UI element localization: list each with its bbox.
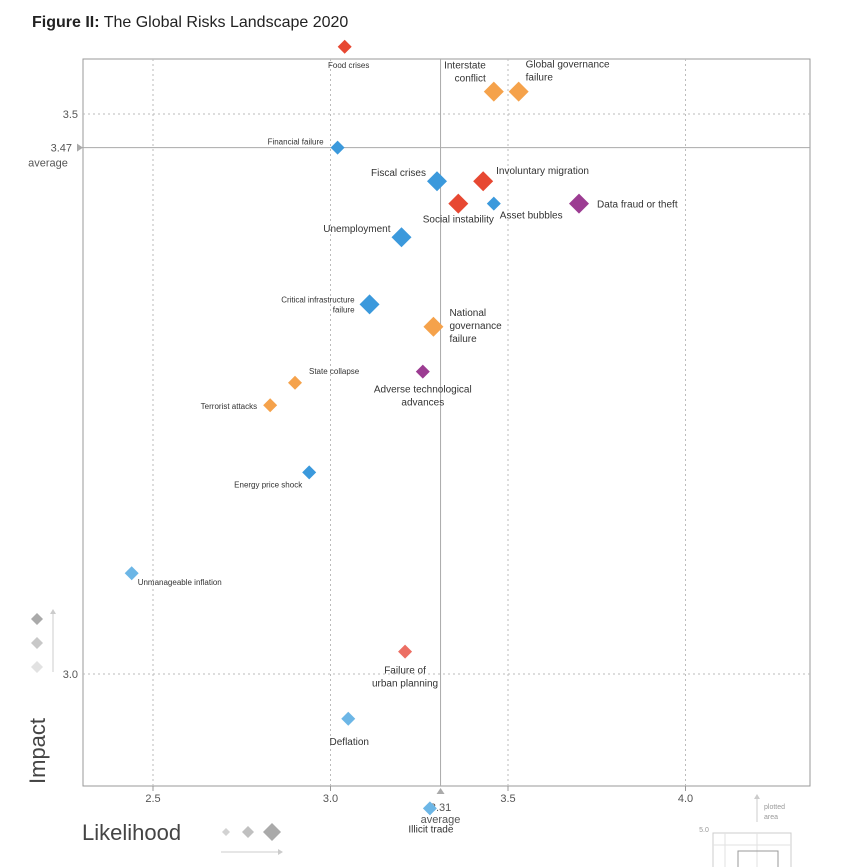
label-fiscal-crises: Fiscal crises xyxy=(371,168,426,179)
point-data-fraud-or-theft xyxy=(569,193,589,214)
inset-frame xyxy=(712,832,792,867)
figure-title: Figure II: The Global Risks Landscape 20… xyxy=(32,14,348,32)
inset-label: area xyxy=(764,814,778,821)
point-global-governance-failure xyxy=(508,81,529,102)
label-critical-infrastructure-failure: Critical infrastructure xyxy=(281,295,355,304)
figure-prefix: Figure II: xyxy=(32,14,100,31)
impact-average-marker xyxy=(77,143,83,152)
likelihood-scale-arrowhead xyxy=(278,849,283,855)
y-tick-label: 3.5 xyxy=(63,109,78,121)
point-social-instability xyxy=(448,193,469,214)
point-illicit-trade xyxy=(422,801,437,816)
point-failure-of-urban-planning xyxy=(398,644,413,659)
point-adverse-technological-advances xyxy=(415,364,430,379)
y-axis-label: Impact xyxy=(25,718,50,784)
label-national-governance-failure: governance xyxy=(449,321,502,332)
point-terrorist-attacks xyxy=(263,398,278,413)
label-unemployment: Unemployment xyxy=(323,224,390,235)
x-tick-label: 4.0 xyxy=(678,793,693,805)
impact-scale-diamond xyxy=(31,637,43,649)
label-energy-price-shock: Energy price shock xyxy=(234,480,303,489)
label-global-governance-failure: failure xyxy=(526,73,554,84)
likelihood-scale-diamond xyxy=(242,826,254,838)
plot-border xyxy=(82,58,811,787)
likelihood-scale-diamond xyxy=(263,823,281,841)
label-terrorist-attacks: Terrorist attacks xyxy=(201,402,257,411)
point-labels: Climate actionfailureExtreme weatherBiod… xyxy=(138,60,678,836)
impact-average-value: 3.47 xyxy=(51,143,72,155)
x-tick-label: 3.0 xyxy=(323,793,338,805)
label-involuntary-migration: Involuntary migration xyxy=(496,166,589,177)
label-global-governance-failure: Global governance xyxy=(526,60,610,71)
label-interstate-conflict: conflict xyxy=(455,74,486,85)
label-interstate-conflict: Interstate xyxy=(444,61,486,72)
impact-scale-diamond xyxy=(31,661,43,673)
label-national-governance-failure: failure xyxy=(449,334,477,345)
point-food-crises xyxy=(337,39,352,54)
point-unemployment xyxy=(391,227,412,248)
x-tick-label: 2.5 xyxy=(145,793,160,805)
y-tick-label: 3.0 xyxy=(63,669,78,681)
label-financial-failure: Financial failure xyxy=(268,138,325,147)
point-national-governance-failure xyxy=(423,316,444,337)
label-failure-of-urban-planning: Failure of xyxy=(384,666,426,677)
label-unmanageable-inflation: Unmanageable inflation xyxy=(138,578,222,587)
inset-plotted-area xyxy=(737,850,779,867)
impact-average-label: average xyxy=(28,158,68,170)
inset-label: plotted xyxy=(764,804,785,811)
point-critical-infrastructure-failure xyxy=(359,294,380,315)
x-axis-label: Likelihood xyxy=(82,820,181,845)
impact-scale-arrowhead xyxy=(50,609,56,614)
label-food-crises: Food crises xyxy=(328,61,369,70)
likelihood-average-value: 3.31 xyxy=(430,802,451,814)
inset-value: 5.0 xyxy=(699,827,709,834)
data-points xyxy=(124,39,589,816)
point-involuntary-migration xyxy=(473,171,494,192)
point-fiscal-crises xyxy=(427,171,447,192)
label-failure-of-urban-planning: urban planning xyxy=(372,679,438,690)
impact-scale-diamond xyxy=(31,613,43,625)
label-critical-infrastructure-failure: failure xyxy=(333,305,355,314)
grid xyxy=(83,59,810,786)
point-asset-bubbles xyxy=(486,196,501,211)
point-financial-failure xyxy=(330,140,345,155)
point-energy-price-shock xyxy=(302,465,317,480)
likelihood-average-label: average xyxy=(421,814,461,826)
label-social-instability: Social instability xyxy=(423,215,494,226)
label-illicit-trade: Illicit trade xyxy=(408,824,453,835)
label-national-governance-failure: National xyxy=(449,308,486,319)
label-adverse-technological-advances: advances xyxy=(401,398,444,409)
axis-ticks: 2.53.03.54.03.03.54.03.31average3.47aver… xyxy=(28,109,693,826)
label-adverse-technological-advances: Adverse technological xyxy=(374,385,472,396)
x-tick-label: 3.5 xyxy=(500,793,515,805)
point-unmanageable-inflation xyxy=(124,566,139,581)
label-asset-bubbles: Asset bubbles xyxy=(500,211,563,222)
likelihood-scale-diamond xyxy=(222,828,230,836)
label-state-collapse: State collapse xyxy=(309,367,360,376)
figure-title-text: The Global Risks Landscape 2020 xyxy=(103,14,349,31)
point-deflation xyxy=(341,711,356,726)
label-data-fraud-or-theft: Data fraud or theft xyxy=(597,200,678,211)
likelihood-average-marker xyxy=(436,788,445,794)
inset-arrowhead xyxy=(754,794,760,799)
size-legend: 5.0 plotted area xyxy=(31,609,792,867)
label-deflation: Deflation xyxy=(330,737,369,748)
point-interstate-conflict xyxy=(483,81,504,102)
plot-frame xyxy=(82,58,811,787)
point-state-collapse xyxy=(288,375,302,390)
